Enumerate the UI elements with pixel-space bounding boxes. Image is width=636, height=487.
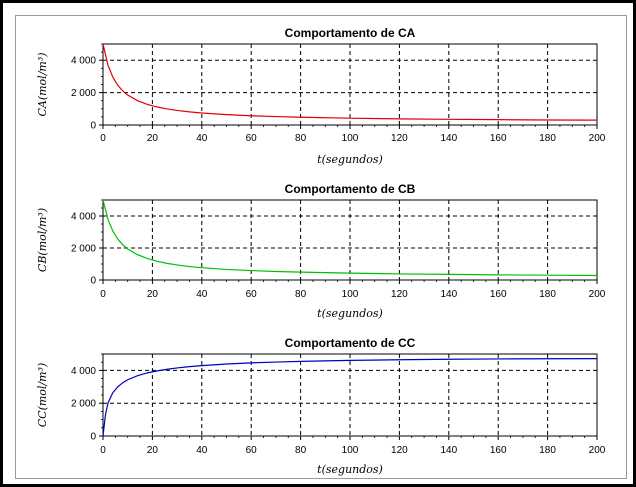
- x-axis-label: t(segundos): [317, 153, 383, 166]
- y-axis-label: CC(mol/m³): [36, 363, 49, 428]
- y-axis-label: CA(mol/m³): [36, 52, 49, 116]
- x-tick-label: 100: [342, 133, 359, 144]
- x-tick-label: 100: [342, 289, 359, 300]
- x-tick-label: 180: [539, 133, 556, 144]
- y-tick-label: 4 000: [71, 56, 96, 67]
- x-tick-label: 120: [391, 289, 408, 300]
- x-tick-label: 100: [342, 445, 359, 456]
- x-tick-label: 0: [100, 133, 106, 144]
- y-tick-label: 0: [90, 432, 96, 443]
- x-tick-label: 60: [246, 289, 258, 300]
- x-tick-label: 80: [295, 289, 307, 300]
- x-tick-label: 120: [391, 133, 408, 144]
- y-tick-label: 0: [90, 276, 96, 287]
- series-line: [102, 357, 598, 437]
- x-tick-label: 60: [246, 445, 258, 456]
- x-tick-label: 160: [490, 289, 507, 300]
- figure-canvas: 0 20 40 60 80 100 120 140 160 180 200 0 2 000 4 000 Co…: [15, 15, 627, 479]
- x-tick-label: 60: [246, 133, 258, 144]
- x-tick-label: 80: [295, 133, 307, 144]
- x-tick-label: 80: [295, 445, 307, 456]
- x-axis-label: t(segundos): [317, 463, 383, 476]
- chart-3: 0 20 40 60 80 100 120 140 160 180 200 0 2 000 4 000 Co…: [36, 336, 606, 476]
- chart-1: 0 20 40 60 80 100 120 140 160 180 200 0 2 000 4 000 Co…: [36, 26, 606, 166]
- x-tick-label: 40: [196, 133, 208, 144]
- series-line: [102, 199, 598, 277]
- chart-title: Comportamento de CC: [285, 336, 416, 350]
- x-tick-label: 180: [539, 289, 556, 300]
- x-tick-label: 160: [490, 445, 507, 456]
- x-tick-label: 20: [147, 445, 159, 456]
- x-tick-label: 40: [196, 289, 208, 300]
- x-tick-label: 140: [440, 289, 457, 300]
- chart-2: 0 20 40 60 80 100 120 140 160 180 200 0 2 000 4 000 Co…: [36, 182, 606, 320]
- plot-area: [102, 199, 598, 281]
- x-tick-label: 20: [147, 289, 159, 300]
- chart-title: Comportamento de CA: [285, 26, 416, 40]
- plot-area: [102, 43, 598, 126]
- x-tick-label: 180: [539, 445, 556, 456]
- x-tick-label: 40: [196, 445, 208, 456]
- y-tick-label: 2 000: [71, 399, 96, 410]
- y-tick-label: 4 000: [71, 366, 96, 377]
- y-tick-label: 0: [90, 121, 96, 132]
- x-tick-label: 200: [589, 289, 606, 300]
- y-tick-label: 2 000: [71, 244, 96, 255]
- x-tick-label: 140: [440, 445, 457, 456]
- y-tick-label: 4 000: [71, 212, 96, 223]
- x-tick-label: 140: [440, 133, 457, 144]
- x-tick-label: 20: [147, 133, 159, 144]
- x-tick-label: 200: [589, 445, 606, 456]
- x-tick-label: 0: [100, 445, 106, 456]
- x-tick-label: 0: [100, 289, 106, 300]
- chart-title: Comportamento de CB: [285, 182, 416, 196]
- y-tick-label: 2 000: [71, 88, 96, 99]
- x-tick-label: 120: [391, 445, 408, 456]
- series-line: [102, 43, 598, 121]
- y-axis-label: CB(mol/m³): [36, 208, 49, 272]
- x-tick-label: 160: [490, 133, 507, 144]
- x-tick-label: 200: [589, 133, 606, 144]
- plot-area: [102, 353, 598, 437]
- x-axis-label: t(segundos): [317, 307, 383, 320]
